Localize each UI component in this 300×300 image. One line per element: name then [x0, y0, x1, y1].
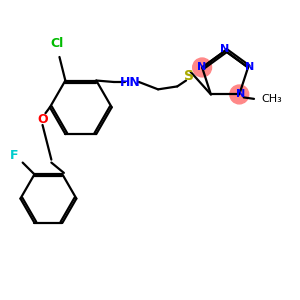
Text: N: N [197, 62, 207, 73]
Text: Cl: Cl [50, 37, 63, 50]
Text: N: N [245, 61, 254, 72]
Text: CH₃: CH₃ [261, 94, 282, 104]
Text: S: S [184, 69, 194, 83]
Text: N: N [236, 89, 245, 99]
Circle shape [193, 58, 211, 77]
Circle shape [230, 85, 249, 104]
Text: O: O [37, 112, 48, 126]
Text: F: F [10, 149, 19, 162]
Text: HN: HN [120, 76, 140, 88]
Text: N: N [220, 44, 230, 54]
